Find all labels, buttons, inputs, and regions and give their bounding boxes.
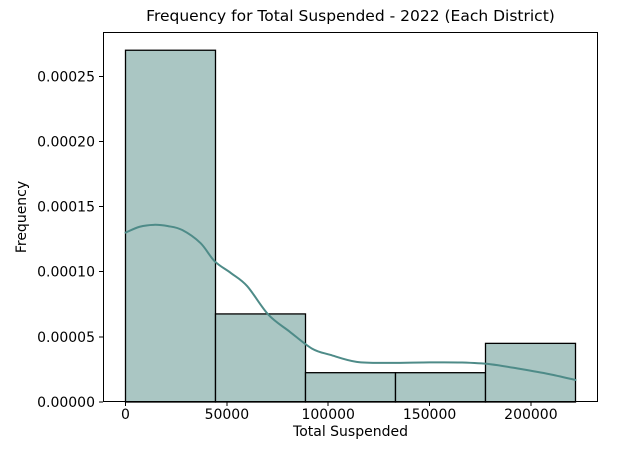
y-tick-label: 0.00005 — [37, 330, 95, 346]
histogram-bar — [304, 372, 397, 403]
x-axis-label: Total Suspended — [293, 424, 408, 440]
x-tick-label: 50000 — [205, 407, 250, 423]
x-tick-label: 150000 — [403, 407, 456, 423]
y-tick-label: 0.00025 — [37, 69, 95, 85]
y-tick-label: 0.00015 — [37, 200, 95, 216]
axes-spines — [103, 32, 598, 402]
chart-title: Frequency for Total Suspended - 2022 (Ea… — [146, 7, 555, 25]
histogram-bar — [484, 342, 577, 403]
y-tick-label: 0.00020 — [37, 134, 95, 150]
x-tick-label: 200000 — [504, 407, 557, 423]
histogram-bar — [394, 372, 487, 403]
histogram-bar — [214, 313, 307, 403]
y-tick-label: 0.00000 — [37, 395, 95, 411]
kde-curve — [124, 223, 577, 381]
x-tick-label: 100000 — [301, 407, 354, 423]
y-tick-label: 0.00010 — [37, 265, 95, 281]
x-tick-label: 0 — [121, 407, 130, 423]
